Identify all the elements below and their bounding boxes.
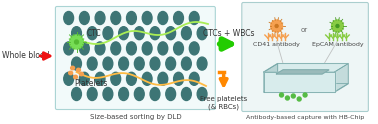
Ellipse shape [79, 42, 89, 55]
Polygon shape [335, 64, 348, 92]
Ellipse shape [166, 57, 176, 70]
Polygon shape [264, 72, 335, 92]
Ellipse shape [71, 88, 81, 100]
Ellipse shape [119, 27, 129, 40]
Ellipse shape [79, 72, 89, 85]
Ellipse shape [103, 88, 113, 100]
Ellipse shape [285, 96, 290, 100]
Ellipse shape [142, 72, 152, 85]
Ellipse shape [64, 42, 74, 55]
Ellipse shape [103, 57, 113, 70]
Ellipse shape [79, 12, 89, 25]
Ellipse shape [189, 42, 199, 55]
Ellipse shape [127, 12, 136, 25]
Ellipse shape [150, 27, 160, 40]
Ellipse shape [119, 88, 129, 100]
Ellipse shape [150, 57, 160, 70]
Circle shape [70, 35, 84, 49]
Ellipse shape [111, 72, 121, 85]
Ellipse shape [135, 27, 144, 40]
Ellipse shape [119, 57, 129, 70]
Ellipse shape [197, 88, 207, 100]
Ellipse shape [174, 72, 183, 85]
Ellipse shape [87, 27, 97, 40]
Ellipse shape [95, 72, 105, 85]
Ellipse shape [158, 42, 168, 55]
Text: CTCs + WBCs: CTCs + WBCs [203, 30, 254, 38]
Ellipse shape [135, 88, 144, 100]
Ellipse shape [69, 71, 73, 75]
Text: CTC: CTC [86, 30, 101, 38]
Ellipse shape [103, 27, 113, 40]
Ellipse shape [303, 93, 307, 97]
Circle shape [336, 25, 339, 28]
Ellipse shape [189, 12, 199, 25]
Ellipse shape [166, 88, 176, 100]
Ellipse shape [142, 42, 152, 55]
Text: Free platelets
(& RBCs): Free platelets (& RBCs) [200, 96, 247, 109]
Ellipse shape [71, 27, 81, 40]
Ellipse shape [95, 42, 105, 55]
Ellipse shape [174, 42, 183, 55]
Ellipse shape [95, 12, 105, 25]
Ellipse shape [150, 88, 160, 100]
Ellipse shape [197, 27, 207, 40]
Ellipse shape [166, 27, 176, 40]
Ellipse shape [111, 12, 121, 25]
Ellipse shape [64, 72, 74, 85]
Ellipse shape [197, 57, 207, 70]
Polygon shape [264, 64, 348, 72]
Circle shape [74, 40, 79, 44]
Text: or: or [301, 27, 308, 33]
Ellipse shape [135, 57, 144, 70]
Ellipse shape [181, 57, 191, 70]
Ellipse shape [87, 57, 97, 70]
Polygon shape [264, 84, 348, 92]
Ellipse shape [71, 57, 81, 70]
FancyBboxPatch shape [242, 2, 368, 111]
Circle shape [332, 20, 343, 32]
Circle shape [271, 20, 282, 32]
Text: Platelets: Platelets [74, 79, 108, 88]
FancyBboxPatch shape [56, 6, 215, 109]
Ellipse shape [291, 94, 295, 98]
Ellipse shape [142, 12, 152, 25]
Ellipse shape [74, 75, 77, 79]
Polygon shape [276, 70, 329, 74]
Ellipse shape [127, 72, 136, 85]
Ellipse shape [111, 42, 121, 55]
Text: Antibody-based capture with HB-Chip: Antibody-based capture with HB-Chip [246, 115, 364, 120]
Ellipse shape [181, 88, 191, 100]
Text: Size-based sorting by DLD: Size-based sorting by DLD [90, 114, 181, 120]
Ellipse shape [158, 12, 168, 25]
Circle shape [275, 25, 278, 28]
Ellipse shape [158, 72, 168, 85]
Text: EpCAM antibody: EpCAM antibody [311, 42, 363, 47]
Ellipse shape [76, 68, 81, 72]
Ellipse shape [280, 93, 284, 97]
Ellipse shape [64, 12, 74, 25]
Ellipse shape [181, 27, 191, 40]
Ellipse shape [127, 42, 136, 55]
Text: Whole blood: Whole blood [2, 51, 50, 61]
Text: CD41 antibody: CD41 antibody [253, 42, 300, 47]
Ellipse shape [79, 72, 84, 76]
Ellipse shape [297, 97, 301, 101]
Ellipse shape [71, 66, 74, 70]
Polygon shape [264, 64, 277, 92]
Ellipse shape [174, 12, 183, 25]
Ellipse shape [189, 72, 199, 85]
Ellipse shape [87, 88, 97, 100]
